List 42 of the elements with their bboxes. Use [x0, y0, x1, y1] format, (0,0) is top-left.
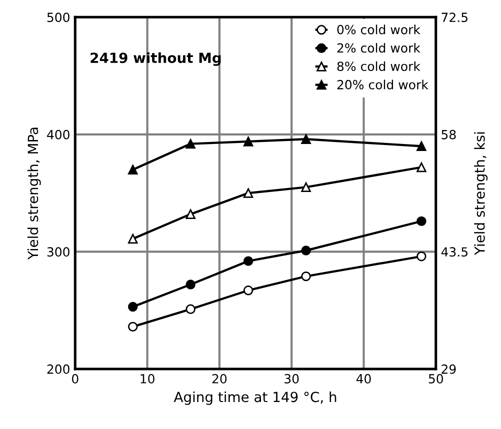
point [243, 256, 254, 266]
y-axis-title: Yield strength, MPa [27, 128, 41, 260]
point [416, 216, 426, 226]
y2-tick-label: 72.5 [442, 12, 468, 22]
point [416, 141, 426, 152]
point [243, 188, 254, 198]
y2-tick-label: 43.5 [441, 247, 468, 257]
y-tick-label: 200 [47, 364, 70, 374]
y2-tick-label: 29 [442, 364, 456, 374]
point [416, 162, 426, 172]
x-axis-title: Aging time at 149 °C, h [174, 391, 336, 405]
point [128, 302, 138, 312]
point [186, 209, 196, 220]
point [243, 136, 254, 146]
point [243, 286, 254, 296]
x-tick-label: 0 [72, 374, 78, 384]
x-tick-label: 10 [140, 374, 154, 384]
point [186, 138, 196, 149]
x-tick-label: 20 [212, 374, 227, 384]
x-tick-label: 40 [356, 374, 371, 384]
x-tick-label: 30 [284, 374, 299, 384]
point [301, 271, 311, 282]
y-tick-label: 300 [47, 247, 70, 257]
point [186, 280, 196, 290]
point [186, 304, 196, 314]
y-tick-label: 400 [47, 130, 70, 140]
point [128, 234, 138, 244]
x-tick-label: 50 [428, 374, 443, 384]
point [128, 322, 138, 332]
annotation: 2419 without Mg [90, 52, 221, 66]
point [301, 182, 311, 192]
y2-tick-label: 58 [442, 130, 456, 140]
legend-label: 0% cold work [337, 24, 420, 34]
legend-label: 20% cold work [337, 80, 428, 90]
legend-label: 2% cold work [337, 43, 420, 53]
point [128, 164, 138, 174]
point [301, 134, 311, 144]
point [301, 246, 311, 256]
point [416, 252, 426, 262]
y2-axis-title: Yield strength, ksi [474, 132, 488, 256]
legend-label: 8% cold work [337, 61, 420, 72]
y-tick-label: 500 [47, 12, 70, 22]
